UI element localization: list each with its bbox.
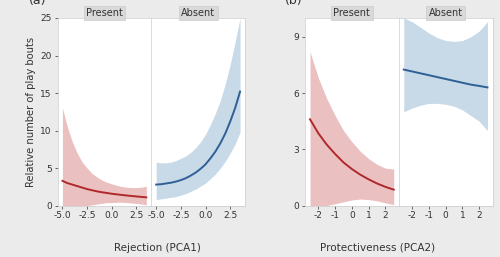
Text: Protectiveness (PCA2): Protectiveness (PCA2) <box>320 243 435 253</box>
Y-axis label: Relative number of play bouts: Relative number of play bouts <box>26 37 36 187</box>
Title: Absent: Absent <box>428 8 462 18</box>
Title: Absent: Absent <box>181 8 215 18</box>
Text: (b): (b) <box>284 0 302 7</box>
Text: (a): (a) <box>30 0 47 7</box>
Title: Present: Present <box>334 8 370 18</box>
Text: Rejection (PCA1): Rejection (PCA1) <box>114 243 201 253</box>
Title: Present: Present <box>86 8 123 18</box>
